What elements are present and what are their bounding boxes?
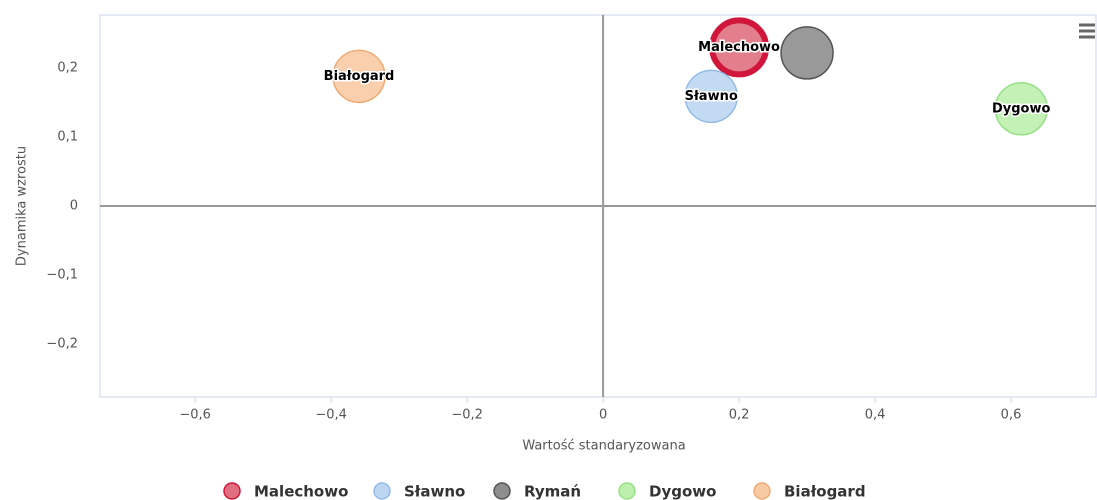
- y-tick-label: −0,2: [46, 336, 78, 351]
- y-tick-label: −0,1: [46, 267, 78, 282]
- bubble: [994, 82, 1048, 136]
- menu-icon[interactable]: [1079, 23, 1095, 39]
- x-tick-label: −0,4: [315, 408, 347, 423]
- bubble: [332, 49, 386, 104]
- x-tick-label: 0,6: [1001, 408, 1022, 423]
- y-axis-title: Dynamika wzrostu: [15, 146, 30, 266]
- bubble: [684, 69, 738, 124]
- data-label: Białogard: [324, 69, 395, 84]
- x-tick-label: 0,2: [729, 408, 750, 423]
- y-tick-label: 0,2: [57, 61, 78, 76]
- legend-label: Malechowo: [254, 483, 348, 500]
- data-label: Sławno: [685, 89, 738, 104]
- x-tick-label: 0: [599, 408, 607, 423]
- legend-marker: [618, 482, 636, 500]
- x-tick-label: −0,2: [451, 408, 483, 423]
- legend-label: Dygowo: [649, 483, 716, 500]
- x-axis-title: Wartość standaryzowana: [522, 439, 685, 454]
- x-tick-label: 0,4: [865, 408, 886, 423]
- legend-marker: [223, 482, 241, 500]
- x-tick-label: −0,6: [179, 408, 211, 423]
- legend-label: Sławno: [404, 483, 465, 500]
- bubble: [780, 26, 834, 80]
- bubble: [709, 17, 770, 78]
- y-tick-label: 0,1: [57, 130, 78, 145]
- legend-marker: [373, 482, 391, 500]
- legend-marker: [493, 482, 511, 500]
- y-tick-label: 0: [70, 199, 78, 214]
- legend-marker: [753, 482, 771, 500]
- data-label: Malechowo: [698, 40, 780, 55]
- legend-label: Rymań: [524, 483, 581, 500]
- legend-label: Białogard: [784, 483, 866, 500]
- data-label: Dygowo: [992, 101, 1051, 116]
